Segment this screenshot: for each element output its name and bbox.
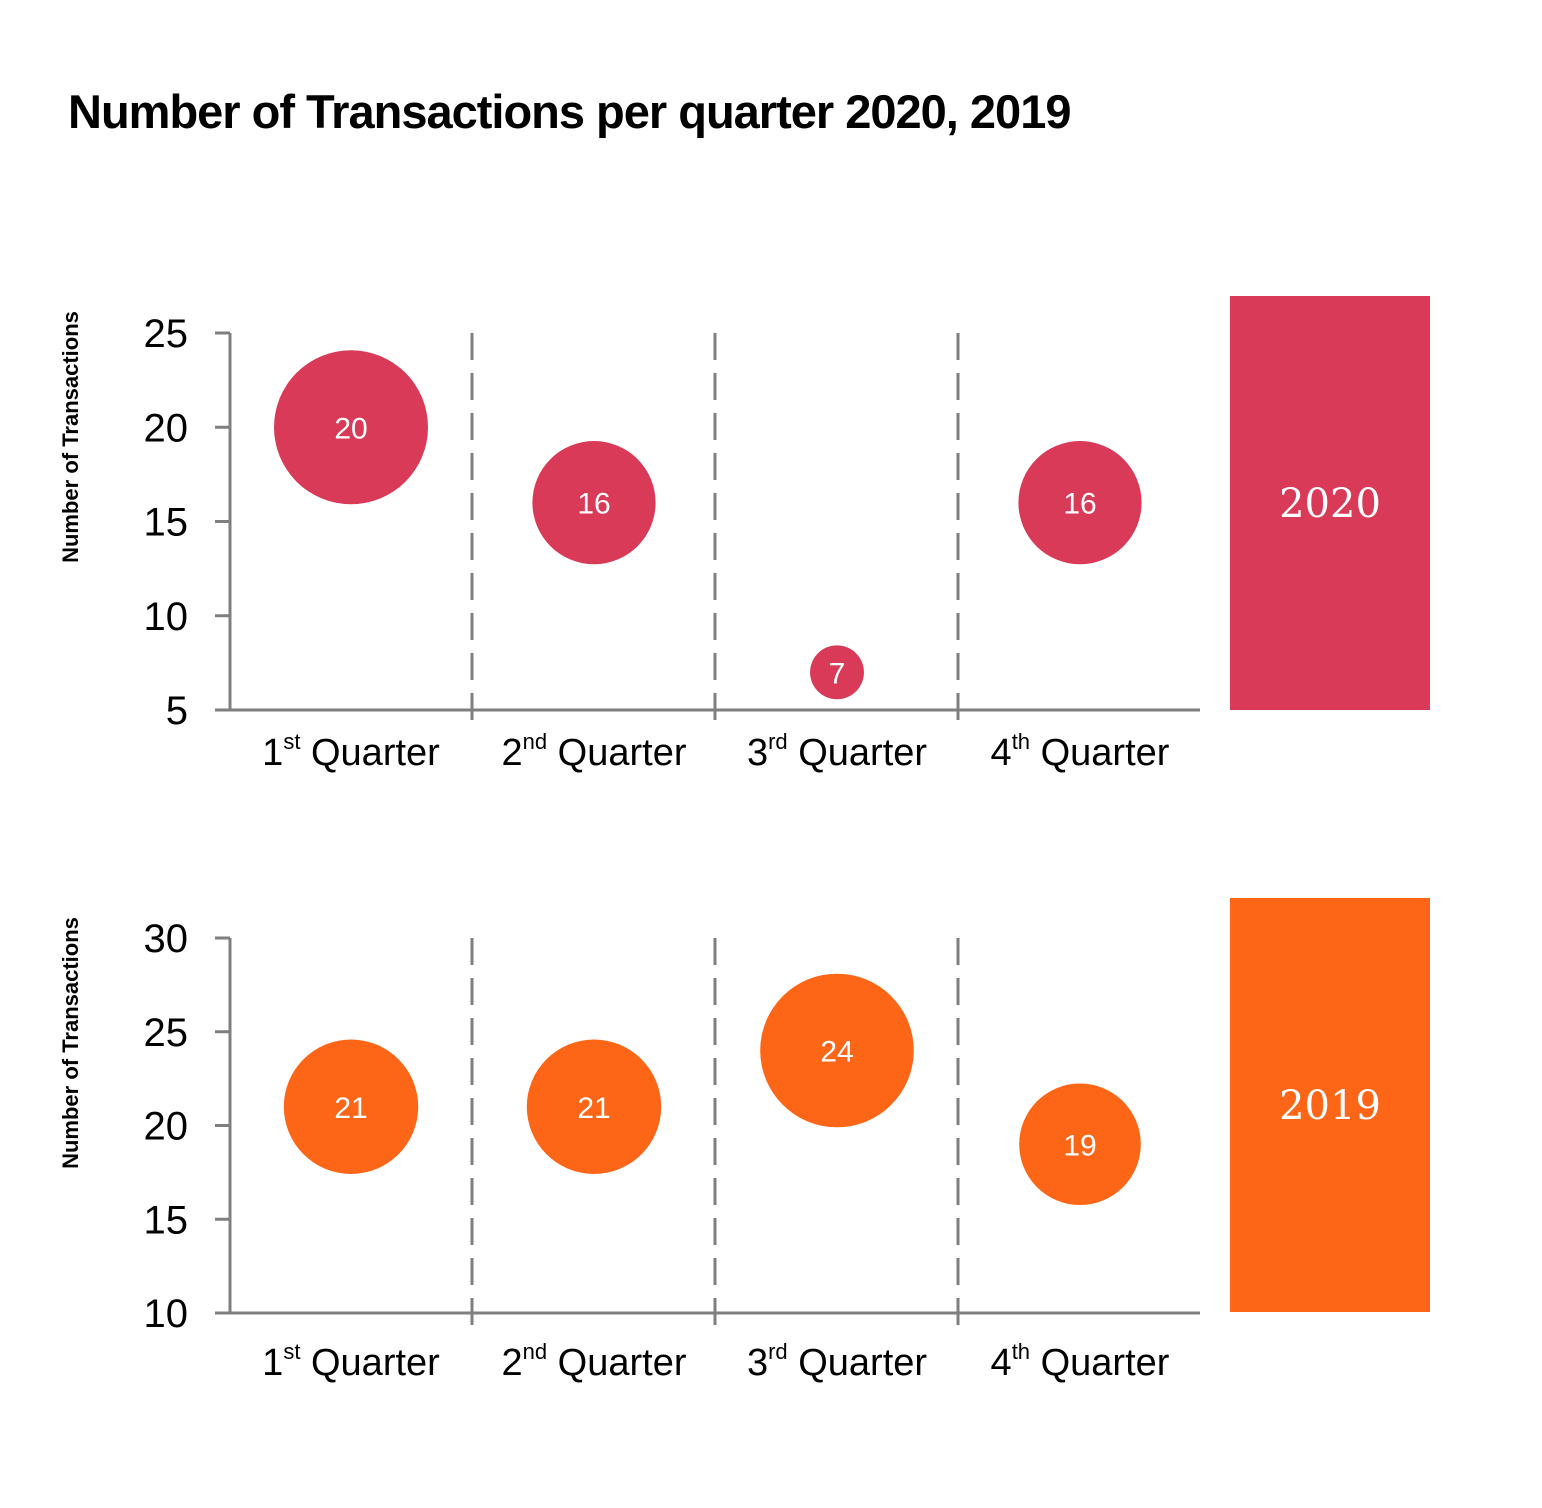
x-tick-label: 1st Quarter — [262, 1339, 440, 1384]
year-label: 2019 — [1279, 1083, 1381, 1129]
x-tick-label: 3rd Quarter — [747, 729, 927, 774]
bubble-2019-q4 — [1019, 1083, 1141, 1206]
data-label: 21 — [577, 1092, 610, 1125]
y-tick-label: 20 — [144, 1105, 189, 1149]
y-axis-label: Number of Transactions — [58, 917, 83, 1169]
y-tick-label: 5 — [166, 689, 188, 733]
bubble-2020-q4 — [1018, 441, 1142, 565]
data-label: 7 — [829, 657, 846, 690]
data-label: 21 — [334, 1092, 367, 1125]
y-tick-label: 10 — [144, 1292, 189, 1336]
chart-panel-2020: Number of Transactions 5 10 15 20 25 1st Quart… — [58, 296, 1430, 774]
x-tick-label: 4th Quarter — [991, 1339, 1170, 1384]
y-tick-label: 15 — [144, 501, 189, 545]
year-label: 2020 — [1279, 481, 1381, 527]
x-tick-label: 3rd Quarter — [747, 1339, 927, 1384]
bubble-2020-q1 — [274, 350, 428, 505]
data-label: 16 — [1063, 488, 1096, 521]
x-tick-label: 1st Quarter — [262, 729, 440, 774]
bubble-2020-q3 — [810, 645, 864, 700]
x-tick-label: 2nd Quarter — [501, 729, 686, 774]
data-label: 24 — [820, 1036, 853, 1069]
y-tick-label: 10 — [144, 595, 189, 639]
y-tick-label: 15 — [144, 1198, 189, 1242]
chart-title: Number of Transactions per quarter 2020,… — [68, 85, 1071, 138]
data-label: 16 — [577, 488, 610, 521]
data-label: 20 — [334, 412, 367, 445]
y-tick-label: 20 — [144, 406, 189, 450]
bubble-2019-q2 — [526, 1039, 662, 1174]
bubble-2019-q3 — [760, 973, 914, 1128]
bubble-2019-q1 — [283, 1039, 419, 1174]
y-axis-label: Number of Transactions — [58, 311, 83, 563]
y-tick-label: 25 — [144, 1011, 189, 1055]
bubble-2020-q2 — [532, 441, 656, 565]
year-box-2020 — [1230, 296, 1430, 710]
data-label: 19 — [1063, 1129, 1096, 1162]
y-tick-label: 30 — [144, 917, 189, 961]
chart-panel-2019: Number of Transactions 10 15 20 25 30 1st Quar… — [58, 898, 1430, 1384]
x-tick-label: 4th Quarter — [991, 729, 1170, 774]
x-tick-label: 2nd Quarter — [501, 1339, 686, 1384]
year-box-2019 — [1230, 898, 1430, 1312]
y-tick-label: 25 — [144, 312, 189, 356]
